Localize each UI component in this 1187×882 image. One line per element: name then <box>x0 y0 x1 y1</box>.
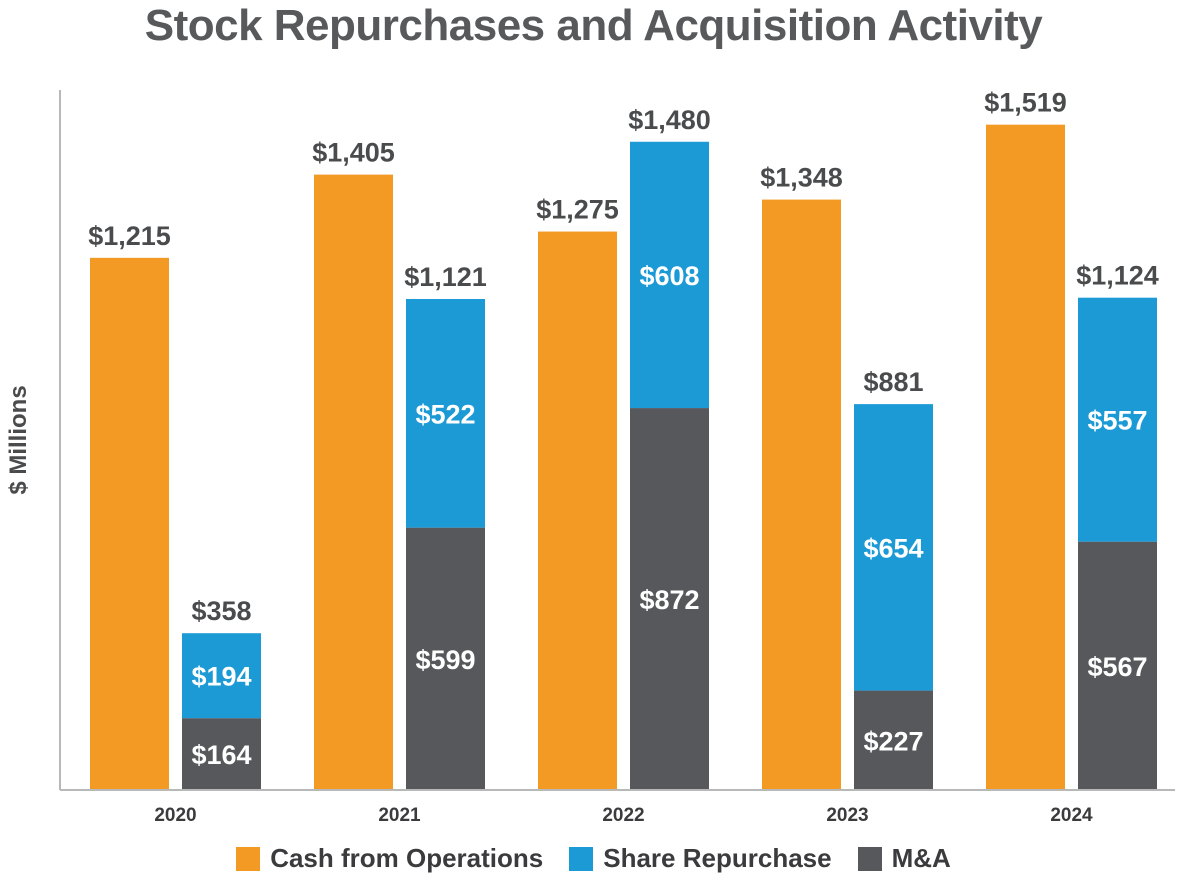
bar-ma-2021 <box>406 527 485 790</box>
label-ma-2023: $227 <box>863 726 923 756</box>
label-share-repurchase-2023: $654 <box>863 533 923 563</box>
label-share-repurchase-2021: $522 <box>415 399 475 429</box>
bar-cash-2024 <box>986 124 1065 791</box>
bar-ma-2020 <box>182 718 261 790</box>
bar-share-repurchase-2024 <box>1078 297 1157 542</box>
legend: Cash from Operations Share Repurchase M&… <box>0 843 1187 874</box>
label-cash-2023: $1,348 <box>760 163 843 193</box>
label-ma-2021: $599 <box>415 645 475 675</box>
x-tick-2021: 2021 <box>378 805 421 826</box>
x-ticks: 2020 2021 2022 2023 2024 <box>154 805 1093 826</box>
y-axis-label: $ Millions <box>5 385 32 494</box>
legend-item-cash-from-operations: Cash from Operations <box>236 843 543 874</box>
bar-share-repurchase-2021 <box>406 299 485 528</box>
label-cash-2021: $1,405 <box>312 138 395 168</box>
label-ma-2022: $872 <box>639 585 699 615</box>
x-tick-2024: 2024 <box>1050 805 1093 826</box>
label-stack-total-2023: $881 <box>863 367 923 397</box>
legend-item-share-repurchase: Share Repurchase <box>569 843 832 874</box>
label-stack-total-2020: $358 <box>191 596 251 626</box>
chart-title: Stock Repurchases and Acquisition Activi… <box>144 1 1043 50</box>
legend-swatch-m-and-a <box>857 846 882 871</box>
bar-ma-2022 <box>630 408 709 790</box>
legend-label-cash-from-operations: Cash from Operations <box>270 843 544 873</box>
x-tick-2020: 2020 <box>154 805 196 826</box>
bar-cash-2020 <box>90 257 169 791</box>
label-cash-2024: $1,519 <box>984 88 1067 118</box>
label-stack-total-2022: $1,480 <box>628 105 711 135</box>
bar-share-repurchase-2023 <box>854 404 933 691</box>
legend-swatch-share-repurchase <box>569 846 594 871</box>
label-cash-2022: $1,275 <box>536 195 619 225</box>
legend-swatch-cash-from-operations <box>236 846 261 871</box>
label-share-repurchase-2024: $557 <box>1087 406 1147 436</box>
legend-label-share-repurchase: Share Repurchase <box>603 843 832 873</box>
label-share-repurchase-2020: $194 <box>191 662 251 692</box>
bar-ma-2023 <box>854 690 933 790</box>
bar-ma-2024 <box>1078 541 1157 790</box>
label-stack-total-2024: $1,124 <box>1076 261 1159 291</box>
legend-label-m-and-a: M&A <box>891 843 951 873</box>
label-cash-2020: $1,215 <box>88 221 171 251</box>
label-ma-2020: $164 <box>191 740 251 770</box>
legend-item-m-and-a: M&A <box>857 843 951 874</box>
bar-share-repurchase-2022 <box>630 141 709 409</box>
labels-layer: $1,215 $164 $194 $358 $1,405 $599 $522 $1,121 $1… <box>88 88 1159 770</box>
bar-cash-2021 <box>314 174 393 791</box>
bar-share-repurchase-2020 <box>182 633 261 719</box>
label-stack-total-2021: $1,121 <box>404 262 487 292</box>
label-share-repurchase-2022: $608 <box>639 261 699 291</box>
label-ma-2024: $567 <box>1087 652 1147 682</box>
x-tick-2023: 2023 <box>826 805 868 826</box>
bars-layer <box>90 124 1157 791</box>
bar-cash-2022 <box>538 231 617 791</box>
x-tick-2022: 2022 <box>602 805 644 826</box>
bar-cash-2023 <box>762 199 841 791</box>
